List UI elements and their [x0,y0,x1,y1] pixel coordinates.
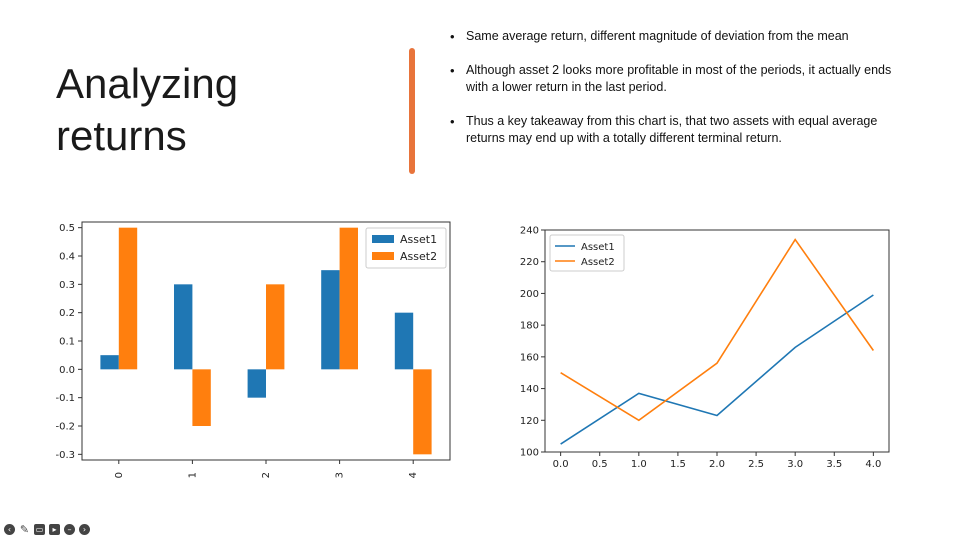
bar-asset2 [266,284,285,370]
x-tick-label: 3 [335,472,346,478]
y-tick-label: 180 [520,321,539,332]
legend-label: Asset2 [581,257,615,268]
y-tick-label: 0.2 [59,308,75,319]
y-tick-label: -0.1 [55,393,75,404]
bar-asset1 [321,270,340,370]
bar-asset1 [100,355,119,370]
captions-icon[interactable]: ▭ [34,524,45,535]
accent-divider [409,48,415,174]
y-tick-label: 160 [520,352,539,363]
x-tick-label: 1 [187,472,198,478]
bar-asset1 [247,369,266,398]
y-tick-label: -0.2 [55,422,75,433]
series-line-asset1 [560,294,874,445]
y-tick-label: 0.3 [59,280,75,291]
x-tick-label: 1.0 [631,459,647,470]
legend-swatch [372,235,394,243]
bar-chart: 0.5 0.4 0.3 0.2 0.1 0.0 -0.1 -0.2 -0.3 0 1 2 3 4 Asset… [55,221,451,478]
x-tick-label: 2 [261,472,272,478]
y-tick-label: 220 [520,257,539,268]
presentation-toolbar: ‹ ✎ ▭ ▸ – › [4,524,90,535]
x-tick-label: 2.0 [709,459,725,470]
bar-asset2 [118,227,138,370]
y-tick-label: 120 [520,416,539,427]
x-tick-label: 4 [408,472,419,478]
x-tick-label: 0 [114,472,125,478]
bar-asset1 [174,284,193,370]
y-tick-label: 200 [520,289,539,300]
legend-label: Asset2 [400,250,437,263]
x-tick-label: 0.0 [553,459,569,470]
x-tick-label: 2.5 [748,459,764,470]
y-tick-label: 0.4 [59,252,75,263]
series-line-asset2 [560,238,875,422]
slide-title: Analyzing returns [56,58,238,162]
forward-icon[interactable]: › [79,524,90,535]
bar-asset2 [339,227,358,370]
x-tick-label: 3.5 [826,459,842,470]
slide-title-line1: Analyzing [56,60,239,107]
bar-asset2 [413,369,432,455]
y-tick-label: 140 [520,384,539,395]
bullet-item: Same average return, different magnitude… [446,28,916,45]
line-chart: 100 120 140 160 180 200 220 240 0.0 0.5 1.0 1.5 2.0 2… [520,226,890,470]
y-tick-label: 0.1 [59,337,75,348]
slide-title-line2: returns [56,112,187,159]
y-tick-label: 100 [520,448,539,459]
legend-box [549,234,625,272]
back-icon[interactable]: ‹ [4,524,15,535]
bullet-item: Although asset 2 looks more profitable i… [446,62,916,96]
legend-swatch [372,252,394,260]
bullet-item: Thus a key takeaway from this chart is, … [446,113,916,147]
legend-label: Asset1 [581,242,615,253]
bullet-list: Same average return, different magnitude… [446,28,916,164]
y-tick-label: 0.0 [59,365,75,376]
bar-asset2 [192,369,211,426]
camera-icon[interactable]: ▸ [49,524,60,535]
legend: Asset1 Asset2 [549,234,625,272]
y-tick-label: -0.3 [55,450,75,461]
legend-label: Asset1 [400,233,437,246]
x-tick-label: 0.5 [592,459,608,470]
x-tick-label: 4.0 [865,459,881,470]
x-tick-label: 3.0 [787,459,803,470]
x-tick-label: 1.5 [670,459,686,470]
bar-asset1 [394,312,414,370]
y-tick-label: 0.5 [59,223,75,234]
legend: Asset1 Asset2 [365,227,447,269]
stop-icon[interactable]: – [64,524,75,535]
pen-icon[interactable]: ✎ [19,523,30,536]
y-tick-label: 240 [520,226,539,237]
